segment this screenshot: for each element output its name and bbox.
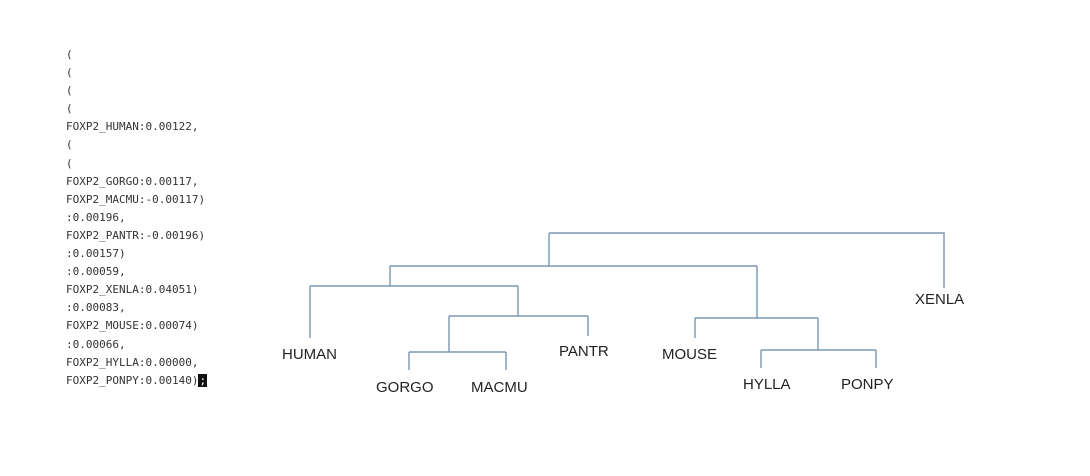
newick-line: :0.00157)	[66, 247, 126, 261]
branch-root	[548, 232, 945, 288]
leaf-label-hylla: HYLLA	[743, 376, 791, 393]
branch-gorgo-macmu	[408, 351, 507, 370]
branch-primate-clade	[309, 285, 519, 338]
newick-line: (	[66, 84, 73, 98]
leaf-label-macmu: MACMU	[471, 379, 528, 396]
branch-hylla-ponpy	[760, 349, 877, 368]
newick-text-block: ( ( ( ( FOXP2_HUMAN:0.00122, ( ( FOXP2_GORGO:0.…	[66, 46, 208, 390]
branch-main-clade	[389, 265, 758, 318]
newick-line: FOXP2_HYLLA:0.00000,	[66, 355, 199, 369]
newick-line: FOXP2_MACMU:-0.00117)	[66, 192, 206, 206]
newick-line: :0.00059,	[66, 265, 126, 279]
newick-line: (	[66, 156, 73, 170]
leaf-label-pantr: PANTR	[559, 343, 609, 360]
leaf-label-human: HUMAN	[282, 346, 337, 363]
newick-line: FOXP2_HUMAN:0.00122,	[66, 120, 199, 134]
newick-line: :0.00083,	[66, 301, 126, 315]
newick-line: :0.00066,	[66, 337, 126, 351]
newick-line: FOXP2_MOUSE:0.00074)	[66, 319, 199, 333]
leaf-label-mouse: MOUSE	[662, 346, 717, 363]
newick-line: (	[66, 102, 73, 116]
newick-line: (	[66, 138, 73, 152]
leaf-label-gorgo: GORGO	[376, 379, 434, 396]
branch-mouse-clade	[694, 317, 819, 350]
branch-gorgo-macmu-pantr	[448, 315, 589, 352]
leaf-label-ponpy: PONPY	[841, 376, 894, 393]
newick-line: :0.00196,	[66, 210, 126, 224]
newick-line: FOXP2_XENLA:0.04051)	[66, 283, 199, 297]
newick-line: FOXP2_PONPY:0.00140)	[66, 373, 199, 387]
leaf-label-xenla: XENLA	[915, 291, 964, 308]
newick-line: (	[66, 48, 73, 61]
newick-line-last: FOXP2_PONPY:0.00140);	[66, 372, 208, 390]
text-cursor: ;	[198, 373, 208, 387]
newick-line: FOXP2_GORGO:0.00117,	[66, 174, 199, 188]
newick-line: (	[66, 66, 73, 80]
newick-line: FOXP2_PANTR:-0.00196)	[66, 228, 206, 242]
